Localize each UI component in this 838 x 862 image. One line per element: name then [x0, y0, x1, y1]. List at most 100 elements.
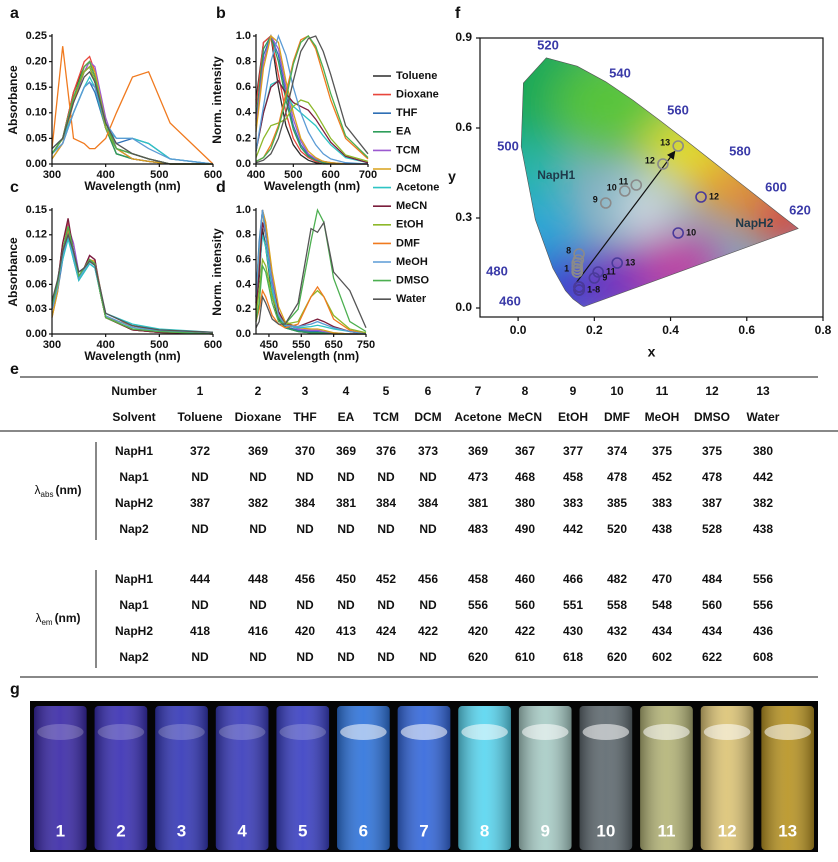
y-tick-label: 0.8: [236, 229, 251, 241]
table-cell: ND: [191, 598, 209, 612]
legend-label: DMSO: [396, 275, 429, 287]
vial-meniscus: [400, 724, 448, 740]
vial-shade: [94, 706, 148, 850]
y-tick-label: 0.4: [236, 278, 252, 290]
table-cell: 420: [468, 624, 488, 638]
x-tick-label: 550: [292, 339, 310, 351]
legend-label: EA: [396, 126, 411, 138]
table-cell: 448: [248, 572, 268, 586]
point-label: 9: [593, 194, 598, 204]
table-cell: 3: [302, 384, 309, 398]
table-cell: ND: [337, 650, 355, 664]
vial-meniscus: [521, 724, 569, 740]
table-cell: DMSO: [694, 410, 730, 424]
spectrum-line: [255, 35, 369, 164]
table-cell: 548: [652, 598, 672, 612]
table-cell: 5: [383, 384, 390, 398]
spectrum-line: [51, 232, 214, 335]
table-cell: 473: [468, 470, 488, 484]
y-tick-label: 0.0: [455, 300, 472, 314]
x-tick-label: 400: [96, 339, 114, 351]
y-tick-label: 0.10: [26, 107, 47, 119]
table-cell: Water: [747, 410, 780, 424]
vial-meniscus: [340, 724, 387, 740]
legend-label: DMF: [396, 237, 420, 249]
chromaticity-point: [672, 227, 684, 239]
vial-meniscus: [158, 724, 205, 740]
x-tick-label: 0.2: [586, 323, 603, 337]
table-cell: 413: [336, 624, 356, 638]
table-cell: 436: [753, 624, 773, 638]
row-label: NapH1: [115, 444, 153, 458]
table-cell: 551: [563, 598, 583, 612]
table-cell: 482: [607, 572, 627, 586]
y-tick-label: 0.15: [26, 204, 47, 216]
y-axis-label: Absorbance: [6, 237, 20, 307]
x-tick-label: 600: [204, 169, 222, 181]
table-cell: 373: [418, 444, 438, 458]
table-cell: DMF: [604, 410, 630, 424]
x-tick-label: 500: [150, 169, 168, 181]
table-cell: 2: [255, 384, 262, 398]
vial-meniscus: [764, 724, 811, 740]
panel-letter: b: [216, 5, 226, 22]
table-cell: 458: [563, 470, 583, 484]
plot-frame: [479, 37, 824, 318]
table-cell: 478: [607, 470, 627, 484]
table-cell: EA: [338, 410, 355, 424]
legend-label: THF: [396, 107, 418, 119]
vial-shade: [579, 706, 633, 850]
table-cell: 620: [607, 650, 627, 664]
table-cell: 442: [753, 470, 773, 484]
series-label: NapH1: [537, 168, 575, 182]
legend-label: MeCN: [396, 200, 427, 212]
y-axis-label: Absorbance: [6, 65, 20, 135]
vial-label: 3: [177, 821, 186, 840]
panel-letter: c: [10, 179, 19, 196]
vial-shade: [397, 706, 451, 850]
table-cell: 422: [418, 624, 438, 638]
table-cell: 434: [652, 624, 672, 638]
table-cell: 610: [515, 650, 535, 664]
wavelength-label: 560: [667, 102, 689, 117]
table-cell: 422: [515, 624, 535, 638]
table-cell: 385: [607, 496, 627, 510]
table-cell: 484: [702, 572, 722, 586]
vial-meniscus: [582, 724, 630, 740]
table-cell: 4: [343, 384, 350, 398]
spectrum-line: [51, 65, 213, 165]
spectrum-line: [255, 209, 367, 335]
table-cell: 387: [702, 496, 722, 510]
point-label: 11: [606, 266, 616, 276]
table-cell: 367: [515, 444, 535, 458]
table-cell: ND: [249, 470, 267, 484]
table-cell: 460: [515, 572, 535, 586]
table-cell: 383: [652, 496, 672, 510]
table-cell: ND: [296, 598, 314, 612]
table-cell: ND: [191, 650, 209, 664]
chromaticity-point: [611, 257, 624, 269]
table-cell: 528: [702, 522, 722, 536]
chromaticity-point: [573, 248, 585, 260]
x-tick-label: 400: [247, 169, 265, 181]
unit: (nm): [55, 611, 81, 625]
x-tick-label: 300: [43, 169, 61, 181]
wavelength-label: 600: [765, 179, 787, 194]
table-cell: 7: [475, 384, 482, 398]
table-cell: 6: [425, 384, 432, 398]
table-cell: 438: [652, 522, 672, 536]
table-cell: 10: [610, 384, 624, 398]
chromaticity-point: [572, 254, 585, 266]
x-tick-label: 400: [96, 169, 114, 181]
chromaticity-point: [619, 185, 631, 197]
y-tick-label: 0.0: [236, 158, 251, 170]
table-cell: ND: [377, 650, 395, 664]
x-tick-label: 750: [357, 339, 375, 351]
table-cell: ND: [337, 522, 355, 536]
table-cell: 380: [753, 444, 773, 458]
spectrum-line: [255, 35, 369, 162]
table-cell: 369: [336, 444, 356, 458]
spectrum-line: [51, 222, 214, 335]
spectrum-line: [51, 65, 213, 165]
y-tick-label: 0.6: [236, 81, 251, 93]
